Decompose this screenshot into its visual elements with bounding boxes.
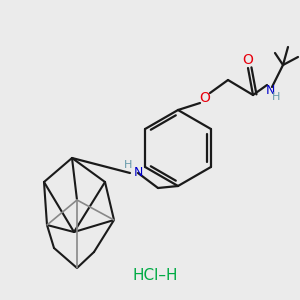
Text: O: O [200, 91, 210, 105]
Text: HCl–H: HCl–H [132, 268, 178, 283]
Text: N: N [265, 83, 275, 97]
Text: O: O [243, 53, 254, 67]
Text: H: H [124, 160, 132, 170]
Text: N: N [133, 167, 143, 179]
Text: H: H [272, 92, 280, 102]
